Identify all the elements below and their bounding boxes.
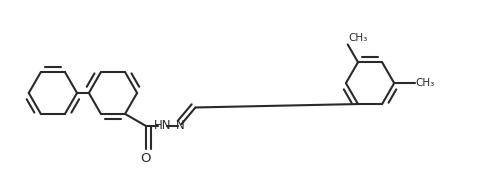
Text: N: N [175,120,184,132]
Text: CH₃: CH₃ [348,33,367,43]
Text: O: O [140,152,151,165]
Text: HN: HN [153,120,171,132]
Text: CH₃: CH₃ [415,78,434,88]
